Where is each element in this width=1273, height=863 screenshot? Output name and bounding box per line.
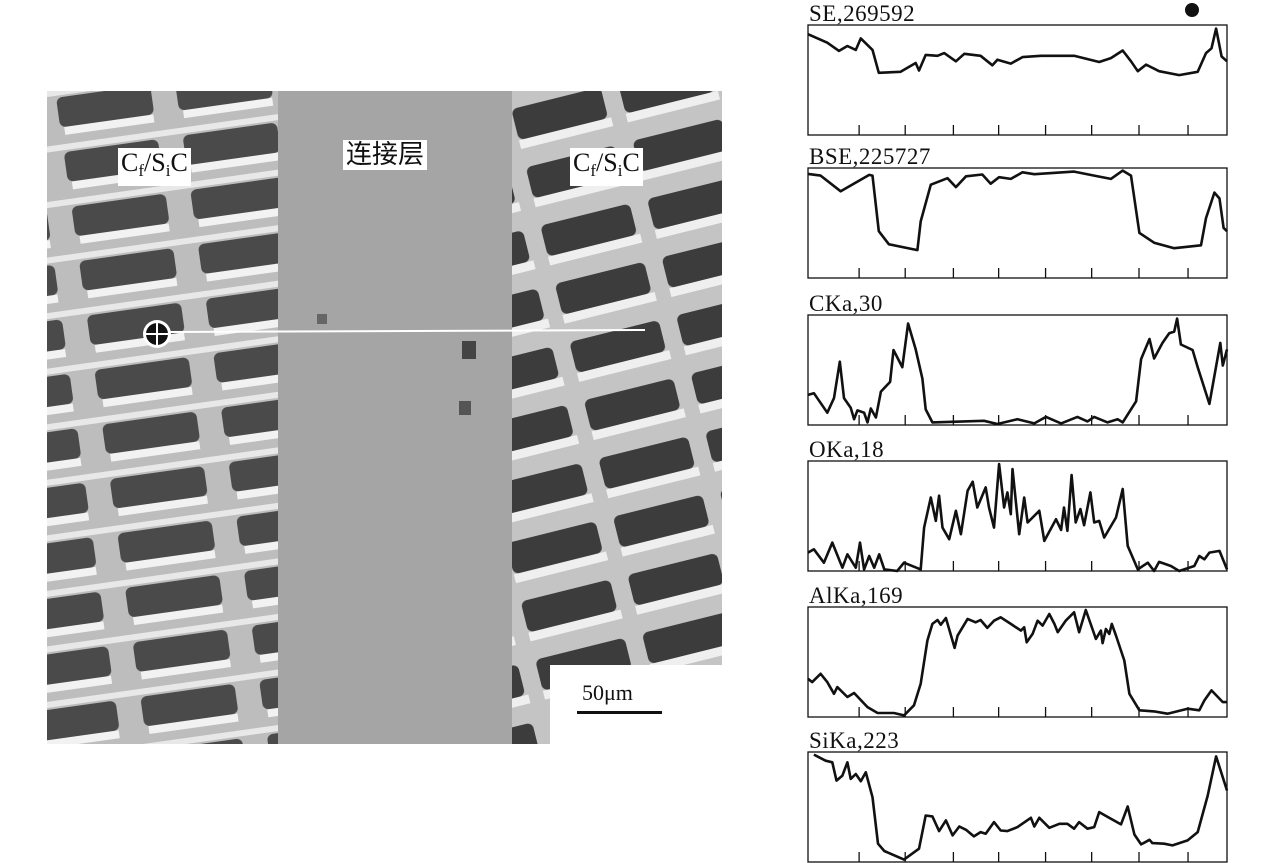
- plot-frame: [807, 314, 1228, 426]
- profile-plot: [807, 751, 1229, 863]
- region-label-joining-layer: 连接层: [343, 140, 428, 170]
- plot-frame: [807, 606, 1228, 718]
- profile-title: OKa,18: [809, 437, 885, 462]
- profile-title: SiKa,223: [809, 728, 900, 753]
- crosshair-marker-icon: [143, 320, 171, 348]
- scale-bar-label: 50μm: [582, 680, 633, 705]
- profile-plot: [807, 460, 1229, 573]
- label-sub: i: [617, 161, 623, 180]
- profile-line: [807, 317, 1229, 426]
- label-text: C: [573, 148, 591, 177]
- label-text: C: [170, 148, 188, 177]
- profile-title: CKa,30: [809, 291, 883, 316]
- profile-plot: [807, 606, 1228, 718]
- label-text: C: [121, 148, 139, 177]
- profile-plot: [807, 167, 1228, 279]
- start-marker-dot-icon: [1185, 3, 1199, 17]
- label-sub: i: [165, 161, 171, 180]
- profile-line: [807, 462, 1229, 573]
- plot-frame: [807, 460, 1228, 572]
- scale-bar: [577, 711, 662, 714]
- profile-line: [807, 608, 1227, 717]
- profile-line: [807, 27, 1228, 77]
- plot-frame: [807, 24, 1228, 136]
- profile-line: [813, 753, 1229, 861]
- profile-title: BSE,225727: [809, 144, 931, 169]
- label-sub: f: [138, 161, 145, 180]
- label-text: C: [622, 148, 640, 177]
- profile-title: AlKa,169: [809, 583, 904, 608]
- profile-title: SE,269592: [809, 1, 916, 26]
- region-label-right-cf-sic: Cf/SiC: [570, 148, 643, 186]
- plot-frame: [807, 167, 1228, 279]
- profile-plot: [807, 314, 1229, 426]
- region-label-left-cf-sic: Cf/SiC: [118, 148, 191, 186]
- label-text: /S: [596, 148, 618, 177]
- label-text: /S: [144, 148, 166, 177]
- plot-frame: [807, 751, 1228, 863]
- profile-line: [807, 169, 1228, 252]
- label-sub: f: [590, 161, 597, 180]
- sem-micrograph: [47, 91, 722, 744]
- profile-plot: [807, 24, 1228, 136]
